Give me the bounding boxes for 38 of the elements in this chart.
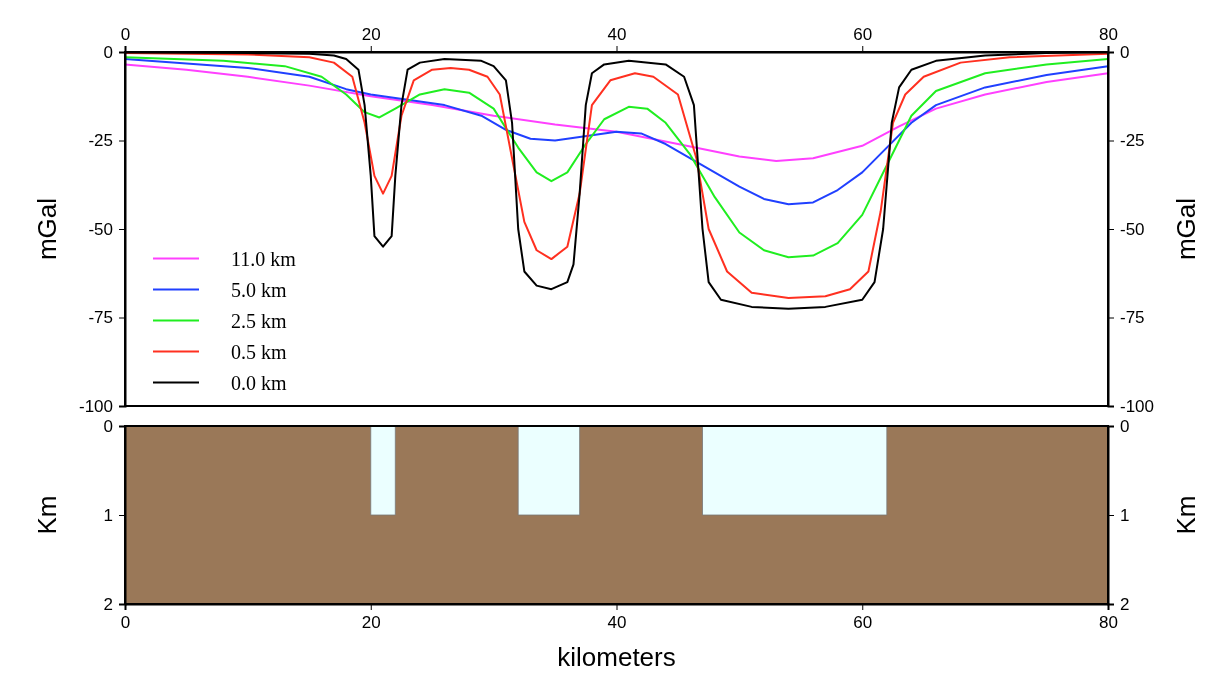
legend-label: 2.5 km <box>231 309 287 332</box>
y2-tick-label: -50 <box>1120 219 1145 239</box>
x-tick-label: 60 <box>853 613 873 633</box>
line-series <box>124 63 1109 163</box>
y2-tick-label: -100 <box>1120 396 1155 416</box>
y-tick-label: -50 <box>88 219 113 239</box>
y-tick-label: -25 <box>88 131 113 151</box>
legend-label: 5.0 km <box>231 278 287 301</box>
y2-axis-title: Km <box>1171 495 1201 535</box>
legend-label: 11.0 km <box>231 247 297 270</box>
legend-label: 0.5 km <box>231 340 287 363</box>
y-tick-label: 0 <box>103 42 113 62</box>
line-series <box>124 58 1109 206</box>
y-axis-title: mGal <box>32 197 62 261</box>
y2-tick-label: 1 <box>1120 505 1130 525</box>
y-tick-label: 1 <box>103 505 113 525</box>
legend-label: 0.0 km <box>231 371 287 394</box>
y2-tick-label: 0 <box>1120 42 1130 62</box>
x-tick-label: 40 <box>607 25 627 44</box>
x-tick-label: 40 <box>607 613 627 633</box>
x-tick-label: 0 <box>120 613 131 633</box>
y-axis-title: Km <box>32 495 62 535</box>
y2-tick-label: -75 <box>1120 308 1145 328</box>
x-tick-label: 80 <box>1099 25 1118 44</box>
y-tick-label: -100 <box>78 396 113 416</box>
y2-tick-label: -25 <box>1120 131 1145 151</box>
x-tick-label: 20 <box>361 25 381 44</box>
x-tick-label: 20 <box>361 613 381 633</box>
y-tick-label: -75 <box>88 308 113 328</box>
y2-axis-title: mGal <box>1171 197 1201 261</box>
y2-tick-label: 0 <box>1120 416 1130 436</box>
x-axis-title: kilometers <box>557 642 676 672</box>
y-tick-label: 2 <box>103 594 113 614</box>
x-tick-label: 60 <box>853 25 873 44</box>
y-tick-label: 0 <box>103 416 113 436</box>
y2-tick-label: 2 <box>1120 594 1130 614</box>
x-tick-label: 0 <box>120 25 131 44</box>
x-tick-label: 80 <box>1099 613 1118 633</box>
